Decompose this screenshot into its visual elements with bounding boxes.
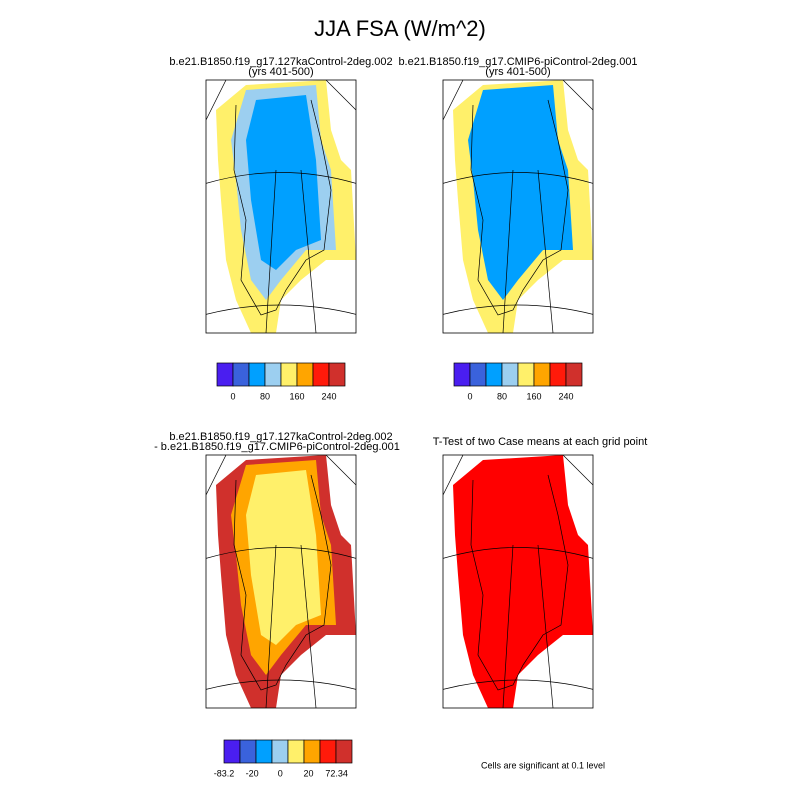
colorbar-label: 160 (526, 391, 541, 401)
colorbar-label: 160 (289, 391, 304, 401)
colorbar-box (328, 362, 346, 387)
colorbar-box (533, 362, 551, 387)
map-panel (205, 454, 357, 709)
colorbar-box (469, 362, 487, 387)
map-panel (205, 79, 357, 334)
map-panel (442, 454, 594, 709)
colorbar-box (335, 739, 353, 764)
colorbar-label: 80 (497, 391, 507, 401)
panel-title: - b.e21.B1850.f19_g17.CMIP6-piControl-2d… (154, 441, 400, 453)
significance-note: Cells are significant at 0.1 level (481, 760, 605, 770)
colorbar-box (280, 362, 298, 387)
colorbar-label: 20 (303, 768, 313, 778)
colorbar-box (485, 362, 503, 387)
colorbar-box (296, 362, 314, 387)
figure-title: JJA FSA (W/m^2) (314, 16, 486, 41)
panel-title: b.e21.B1850.f19_g17.CMIP6-piControl-2deg… (398, 56, 637, 68)
colorbar-label: 0 (278, 768, 283, 778)
colorbar-label: 72.34 (325, 768, 348, 778)
colorbar-label: 240 (321, 391, 336, 401)
panel-title: (yrs 401-500) (485, 66, 550, 78)
map-panel (442, 79, 594, 334)
colorbar-box (239, 739, 257, 764)
colorbar-label: 0 (230, 391, 235, 401)
colorbar-box (232, 362, 250, 387)
colorbar-box (517, 362, 535, 387)
colorbar-box (312, 362, 330, 387)
colorbar-box (216, 362, 234, 387)
colorbar-box (248, 362, 266, 387)
colorbar-box (453, 362, 471, 387)
panel-title: T-Test of two Case means at each grid po… (433, 436, 648, 448)
colorbar-box (264, 362, 282, 387)
colorbar-box (255, 739, 273, 764)
panel-title: b.e21.B1850.f19_g17.127kaControl-2deg.00… (169, 431, 392, 443)
colorbar-label: 0 (467, 391, 472, 401)
colorbar-label: -83.2 (214, 768, 235, 778)
colorbar-box (287, 739, 305, 764)
panel-title: b.e21.B1850.f19_g17.127kaControl-2deg.00… (169, 56, 392, 68)
colorbar-label: 80 (260, 391, 270, 401)
colorbar-label: -20 (246, 768, 259, 778)
colorbar-box (501, 362, 519, 387)
colorbar-box (319, 739, 337, 764)
colorbar-box (549, 362, 567, 387)
colorbar-label: 240 (558, 391, 573, 401)
colorbar-box (303, 739, 321, 764)
colorbar-box (271, 739, 289, 764)
panel-title: (yrs 401-500) (248, 66, 313, 78)
colorbar-box (223, 739, 241, 764)
colorbar-box (565, 362, 583, 387)
